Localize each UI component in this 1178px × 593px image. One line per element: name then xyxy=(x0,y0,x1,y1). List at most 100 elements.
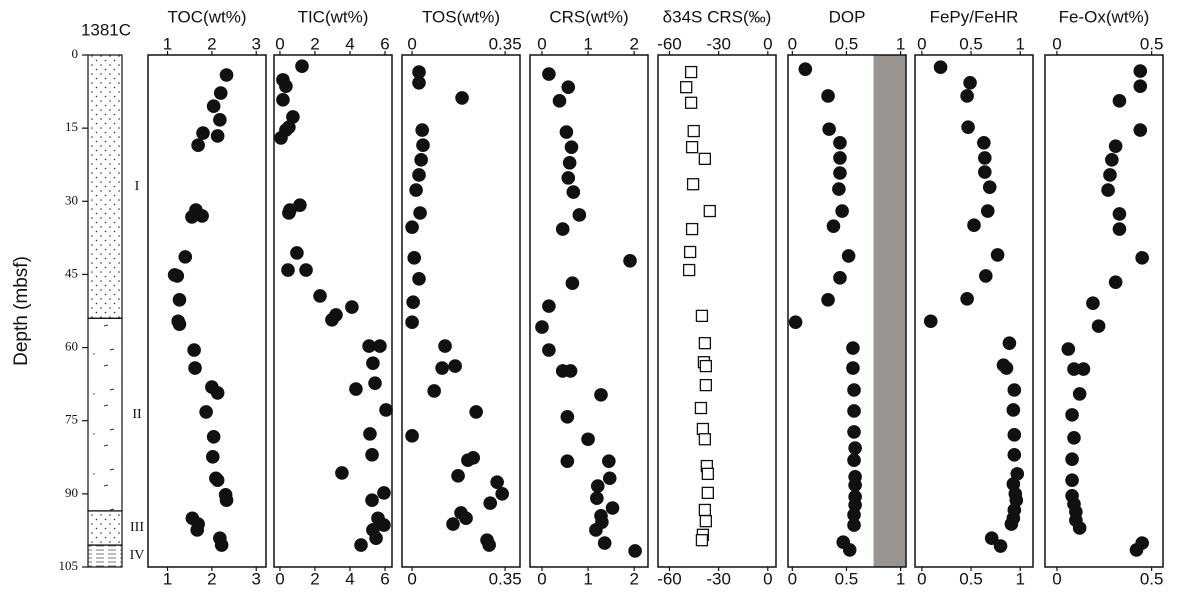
data-point xyxy=(210,129,225,143)
data-point xyxy=(552,94,567,108)
x-tick-label: 0 xyxy=(763,34,772,53)
data-point xyxy=(274,131,288,145)
data-point xyxy=(701,467,714,481)
data-point xyxy=(405,429,419,443)
x-tick-label: 4 xyxy=(345,34,354,53)
data-point xyxy=(446,517,460,531)
x-tick-label: 0.5 xyxy=(835,34,859,53)
data-point xyxy=(412,272,426,286)
x-tick-label: 4 xyxy=(345,569,354,588)
data-point xyxy=(1101,183,1115,197)
panel: Fe-Ox(wt%) 0 0 0.5 0.5 xyxy=(1044,7,1164,588)
x-tick-label: 2 xyxy=(310,34,319,53)
lithology-unit xyxy=(87,544,123,568)
data-point xyxy=(495,487,509,501)
data-point xyxy=(846,361,860,375)
data-point xyxy=(564,140,579,154)
data-point xyxy=(563,364,578,378)
data-point xyxy=(415,123,429,137)
data-point xyxy=(1072,521,1087,535)
unit-label: III xyxy=(130,520,144,535)
data-point xyxy=(821,89,835,103)
data-point xyxy=(682,263,696,277)
panel-title: DOP xyxy=(829,7,866,26)
data-point xyxy=(535,320,549,334)
data-point xyxy=(980,204,995,218)
x-tick-label: 0 xyxy=(1052,34,1061,53)
data-point xyxy=(590,479,605,493)
x-tick-label: 3 xyxy=(252,569,261,588)
lithology-unit xyxy=(87,510,123,546)
data-point xyxy=(1065,408,1079,422)
data-point xyxy=(680,81,693,94)
data-point xyxy=(299,263,313,277)
data-point xyxy=(405,220,419,234)
data-point xyxy=(416,138,430,153)
data-point xyxy=(363,427,377,441)
y-tick-label: 15 xyxy=(65,119,78,134)
data-point xyxy=(699,378,713,392)
data-point xyxy=(210,473,225,488)
data-point xyxy=(1076,362,1091,376)
data-point xyxy=(1103,168,1117,182)
x-tick-label: 0.5 xyxy=(835,569,859,588)
x-tick-label: 0.5 xyxy=(1140,569,1164,588)
panel-title: TOC(wt%) xyxy=(167,7,246,26)
data-point xyxy=(214,538,229,552)
data-point xyxy=(170,269,185,283)
data-point xyxy=(703,204,716,218)
lithology-unit xyxy=(87,54,123,319)
data-point xyxy=(581,432,595,447)
panel-title: CRS(wt%) xyxy=(549,7,628,26)
x-tick-label: 0 xyxy=(788,34,797,53)
panel-frame xyxy=(273,54,393,568)
data-point xyxy=(1133,79,1148,94)
x-tick-label: 0 xyxy=(1052,569,1061,588)
data-point xyxy=(978,151,992,165)
data-point xyxy=(833,166,847,180)
data-point xyxy=(982,180,997,194)
y-tick-label: 105 xyxy=(59,558,79,573)
data-point xyxy=(562,155,577,170)
data-point xyxy=(365,448,379,462)
x-tick-label: 0 xyxy=(407,569,416,588)
data-point xyxy=(687,124,700,138)
data-point xyxy=(205,449,220,464)
x-tick-label: -60 xyxy=(657,34,682,53)
y-tick-label: 45 xyxy=(65,265,78,280)
data-point xyxy=(542,343,556,357)
data-point xyxy=(842,543,857,557)
data-point xyxy=(835,204,849,218)
y-tick-label: 75 xyxy=(65,412,78,427)
data-point xyxy=(821,292,835,307)
data-point xyxy=(1112,222,1127,236)
data-point xyxy=(833,271,847,285)
data-point xyxy=(461,453,475,468)
data-point xyxy=(701,486,714,500)
data-point xyxy=(1067,430,1081,445)
x-tick-label: 0 xyxy=(763,569,772,588)
data-point xyxy=(196,126,210,140)
data-point xyxy=(435,361,449,375)
x-tick-label: 1 xyxy=(1015,569,1024,588)
panel-title: FePy/FeHR xyxy=(930,7,1019,26)
x-tick-label: 2 xyxy=(207,34,216,53)
data-point xyxy=(210,386,225,400)
data-point xyxy=(438,339,452,353)
data-point xyxy=(683,245,697,259)
data-point xyxy=(1007,448,1022,462)
panel: TOC(wt%) 1 1 2 2 3 3 xyxy=(147,7,267,588)
data-point xyxy=(605,501,620,515)
data-point xyxy=(695,309,709,323)
data-point xyxy=(365,493,379,507)
x-tick-label: 2 xyxy=(207,569,216,588)
data-point xyxy=(1004,517,1019,531)
data-point xyxy=(1129,543,1144,557)
data-point xyxy=(379,403,393,417)
data-point xyxy=(409,183,423,197)
unit-label: II xyxy=(132,407,142,422)
x-tick-label: 1 xyxy=(1015,34,1024,53)
y-tick-label: 30 xyxy=(65,192,78,207)
